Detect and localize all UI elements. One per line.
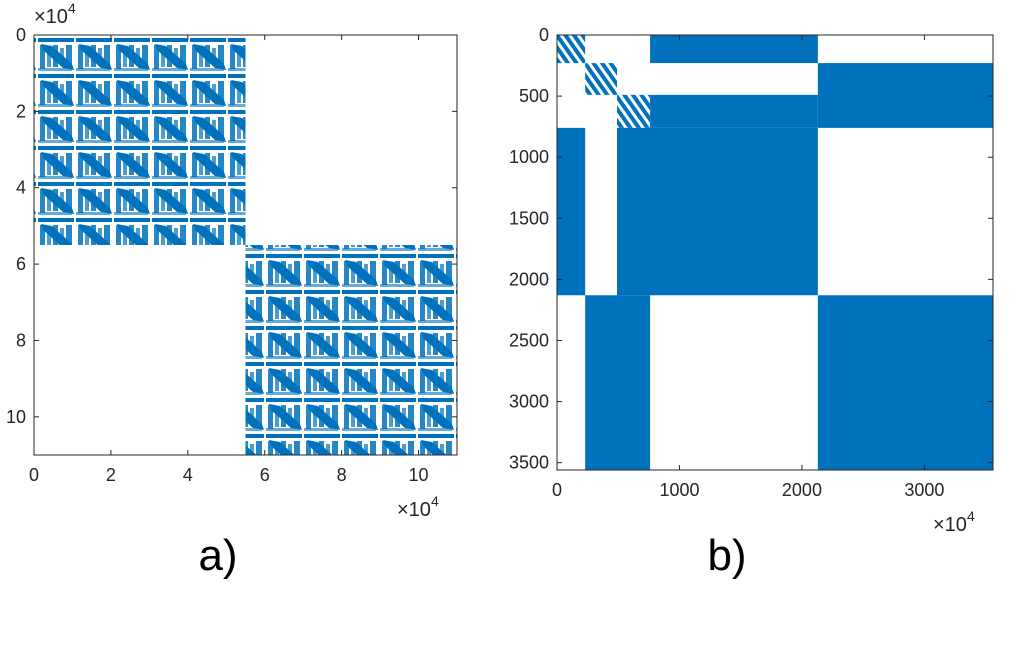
- x-tick-label: 2000: [782, 480, 822, 500]
- y-tick-label: 2500: [509, 330, 549, 350]
- y-multiplier: ×104: [34, 0, 76, 28]
- x-tick-label: 8: [337, 465, 347, 485]
- axes-box: [33, 34, 458, 456]
- data-region-10: [817, 295, 993, 470]
- y-tick-label: 0: [16, 25, 26, 45]
- data-region-1: [557, 35, 586, 64]
- data-region-5: [817, 63, 993, 128]
- data-region-9: [585, 295, 651, 470]
- x-tick-label: 6: [260, 465, 270, 485]
- panel-label: a): [198, 531, 237, 580]
- x-multiplier-exponent: 4: [967, 508, 975, 524]
- y-tick-label: 0: [539, 25, 549, 45]
- y-tick-label: 4: [16, 178, 26, 198]
- y-tick-label: 500: [519, 86, 549, 106]
- x-tick-label: 1000: [659, 480, 699, 500]
- x-tick-label: 10: [409, 465, 429, 485]
- x-tick-label: 4: [183, 465, 193, 485]
- y-tick-label: 2: [16, 101, 26, 121]
- x-tick-label: 0: [552, 480, 562, 500]
- panel-a: 0 2 4 6 8 10 0 2 4 6 8 10 ×104 ×104 a): [6, 0, 458, 580]
- data-region-7: [650, 94, 818, 128]
- y-tick-label: 6: [16, 254, 26, 274]
- y-tick-label: 3000: [509, 392, 549, 412]
- data-region-4: [650, 35, 818, 64]
- data-region-6: [617, 127, 818, 296]
- x-tick-label: 3000: [904, 480, 944, 500]
- x-tick-label: 2: [106, 465, 116, 485]
- y-tick-label: 2000: [509, 269, 549, 289]
- panel-label: b): [707, 531, 746, 580]
- y-tick-label: 8: [16, 330, 26, 350]
- data-region-2: [585, 63, 618, 95]
- data-region-2: [245, 245, 457, 455]
- y-tick-label: 3500: [509, 453, 549, 473]
- x-multiplier: ×104: [933, 508, 975, 536]
- y-tick-label: 1500: [509, 208, 549, 228]
- axes-box: [556, 34, 994, 471]
- data-region-1: [34, 35, 246, 245]
- x-multiplier-exponent: 4: [431, 493, 439, 509]
- panel-b: 0 1000 2000 3000 0 500 1000 1500 2000 2500 3000 350…: [509, 25, 994, 580]
- y-tick-label: 10: [6, 407, 26, 427]
- y-tick-label: 1000: [509, 147, 549, 167]
- y-multiplier-exponent: 4: [68, 0, 76, 16]
- data-region-3: [617, 94, 651, 128]
- x-tick-label: 0: [29, 465, 39, 485]
- data-region-8: [557, 127, 586, 296]
- x-multiplier: ×104: [397, 493, 439, 521]
